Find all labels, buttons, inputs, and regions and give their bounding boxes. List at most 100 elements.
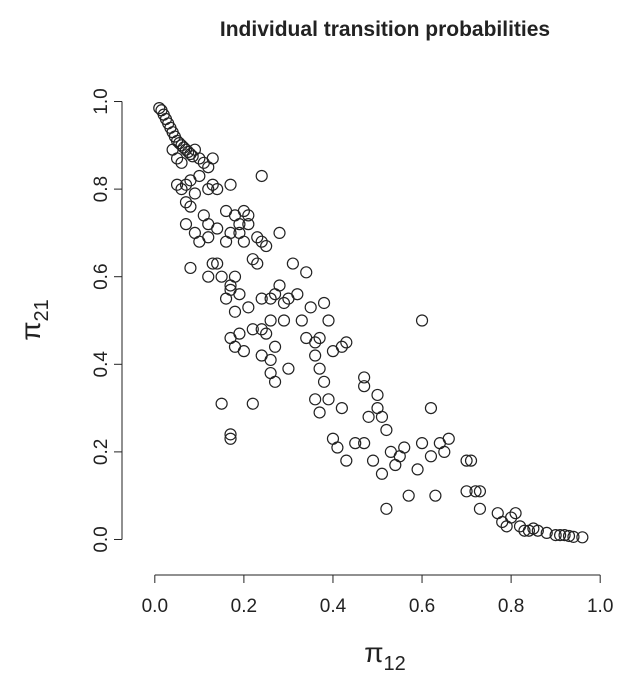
- point: [429, 489, 442, 502]
- point: [442, 432, 455, 445]
- point: [335, 401, 348, 415]
- point: [268, 375, 282, 388]
- point: [211, 183, 224, 196]
- y-tick-label: 0.8: [91, 176, 112, 202]
- point: [411, 463, 424, 476]
- point: [177, 141, 190, 154]
- point: [202, 270, 215, 283]
- point: [313, 331, 326, 345]
- point: [358, 380, 371, 393]
- point: [340, 454, 353, 467]
- point: [375, 410, 389, 423]
- point: [402, 489, 415, 502]
- point: [509, 507, 522, 520]
- point: [182, 145, 195, 158]
- point: [206, 178, 219, 191]
- point: [251, 231, 264, 244]
- point: [202, 161, 215, 174]
- point: [179, 178, 193, 191]
- point: [415, 437, 429, 450]
- point: [175, 183, 188, 196]
- point: [170, 178, 184, 191]
- y-tick-label: 0.6: [91, 263, 112, 289]
- point: [242, 218, 255, 231]
- point: [251, 257, 264, 270]
- point: [398, 441, 411, 454]
- point: [179, 218, 193, 231]
- point: [246, 253, 259, 266]
- point: [260, 327, 273, 340]
- point: [531, 524, 544, 537]
- point: [184, 200, 197, 213]
- point: [309, 336, 322, 349]
- point: [246, 323, 259, 336]
- point: [438, 445, 451, 458]
- point: [224, 279, 237, 292]
- point: [228, 305, 242, 318]
- point: [224, 283, 237, 296]
- point: [264, 292, 277, 305]
- point: [340, 336, 353, 349]
- x-tick-label: 0.8: [498, 596, 524, 617]
- y-tick-label: 1.0: [91, 88, 112, 114]
- point: [186, 150, 199, 163]
- x-axis-label: π12: [364, 637, 406, 673]
- point: [313, 362, 326, 375]
- point: [460, 485, 473, 498]
- point: [282, 362, 295, 375]
- point: [179, 143, 193, 156]
- point: [375, 467, 389, 480]
- point: [358, 371, 371, 384]
- point: [184, 174, 197, 187]
- point: [317, 296, 331, 310]
- y-tick-label: 0.4: [91, 351, 112, 378]
- point: [215, 270, 228, 283]
- y-tick-label: 0.0: [91, 526, 112, 552]
- point: [366, 454, 380, 467]
- point: [255, 235, 268, 248]
- chart-title: Individual transition probabilities: [220, 18, 550, 41]
- point: [424, 401, 438, 415]
- point: [505, 511, 518, 524]
- point: [304, 301, 317, 314]
- point: [473, 502, 487, 515]
- point: [255, 292, 268, 305]
- y-tick-label: 0.2: [91, 439, 112, 465]
- point: [371, 388, 384, 402]
- point: [317, 375, 331, 388]
- x-label-subscript: 12: [384, 653, 406, 673]
- point: [179, 196, 193, 209]
- point: [415, 314, 429, 327]
- point: [175, 156, 188, 169]
- point: [188, 187, 201, 200]
- point: [554, 529, 567, 542]
- point: [277, 314, 291, 327]
- point: [335, 340, 348, 353]
- point: [322, 314, 335, 327]
- x-tick-label: 0.6: [409, 596, 435, 617]
- point: [469, 485, 482, 498]
- y-label-subscript: 21: [31, 299, 53, 321]
- point: [224, 178, 237, 191]
- point: [380, 502, 393, 515]
- point: [255, 323, 268, 336]
- point: [246, 397, 259, 410]
- x-tick-label: 0.4: [320, 596, 347, 617]
- point: [242, 209, 255, 222]
- point: [277, 296, 291, 310]
- point: [309, 393, 322, 406]
- point: [358, 437, 371, 450]
- point: [242, 301, 255, 314]
- point: [153, 101, 166, 115]
- point: [170, 152, 184, 165]
- point: [264, 353, 277, 367]
- point: [464, 454, 478, 467]
- point: [562, 529, 576, 543]
- point: [237, 204, 250, 218]
- point: [224, 428, 237, 441]
- point: [255, 169, 268, 183]
- x-tick-label: 0.0: [142, 596, 168, 617]
- point: [567, 530, 580, 543]
- y-label-symbol: π: [15, 321, 46, 340]
- point: [237, 345, 250, 358]
